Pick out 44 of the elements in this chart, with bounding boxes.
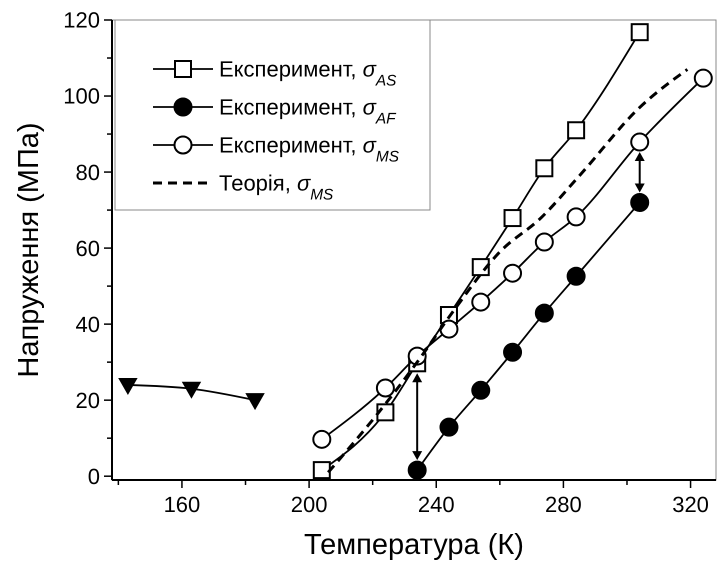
- point: [630, 132, 650, 152]
- point: [439, 320, 458, 339]
- point: [312, 461, 331, 480]
- point: [118, 378, 137, 394]
- legend-label: Експеримент, σ$_{AF}$: [219, 94, 398, 128]
- point: [566, 207, 586, 226]
- x-tick-label: 280: [545, 492, 582, 517]
- y-tick-label: 40: [76, 312, 100, 337]
- point: [312, 430, 332, 449]
- y-tick-label: 60: [76, 236, 100, 261]
- point: [376, 378, 395, 398]
- point: [630, 23, 649, 42]
- point: [182, 382, 200, 398]
- x-tick-label: 160: [164, 492, 200, 517]
- y-axis-title: Напруження (МПа): [13, 122, 45, 378]
- x-tick-label: 240: [418, 492, 455, 517]
- point: [566, 266, 586, 286]
- point: [408, 460, 427, 480]
- point: [504, 209, 522, 228]
- y-tick-label: 0: [88, 464, 100, 489]
- y-tick-label: 20: [76, 388, 100, 413]
- y-tick-label: 120: [63, 8, 100, 33]
- point: [472, 258, 490, 276]
- x-tick-label: 320: [672, 492, 709, 517]
- point: [694, 68, 713, 88]
- point: [503, 342, 522, 362]
- point: [376, 403, 394, 422]
- point: [246, 393, 264, 410]
- y-tick-label: 80: [76, 160, 100, 185]
- legend-label: Експеримент, σ$_{MS}$: [219, 132, 400, 166]
- x-tick-label: 200: [290, 492, 328, 517]
- point: [534, 304, 554, 323]
- y-tick-label: 100: [63, 84, 100, 109]
- point: [439, 418, 458, 437]
- point: [503, 264, 522, 283]
- point: [534, 232, 554, 252]
- x-axis-title: Температура (К): [304, 529, 524, 561]
- point: [630, 192, 650, 212]
- legend-label: Теорія, σ$_{MS}$: [219, 170, 334, 204]
- legend-label: Експеримент, σ$_{AS}$: [219, 56, 398, 90]
- point: [535, 159, 554, 178]
- point: [471, 292, 490, 312]
- point: [567, 121, 586, 140]
- point: [471, 380, 490, 400]
